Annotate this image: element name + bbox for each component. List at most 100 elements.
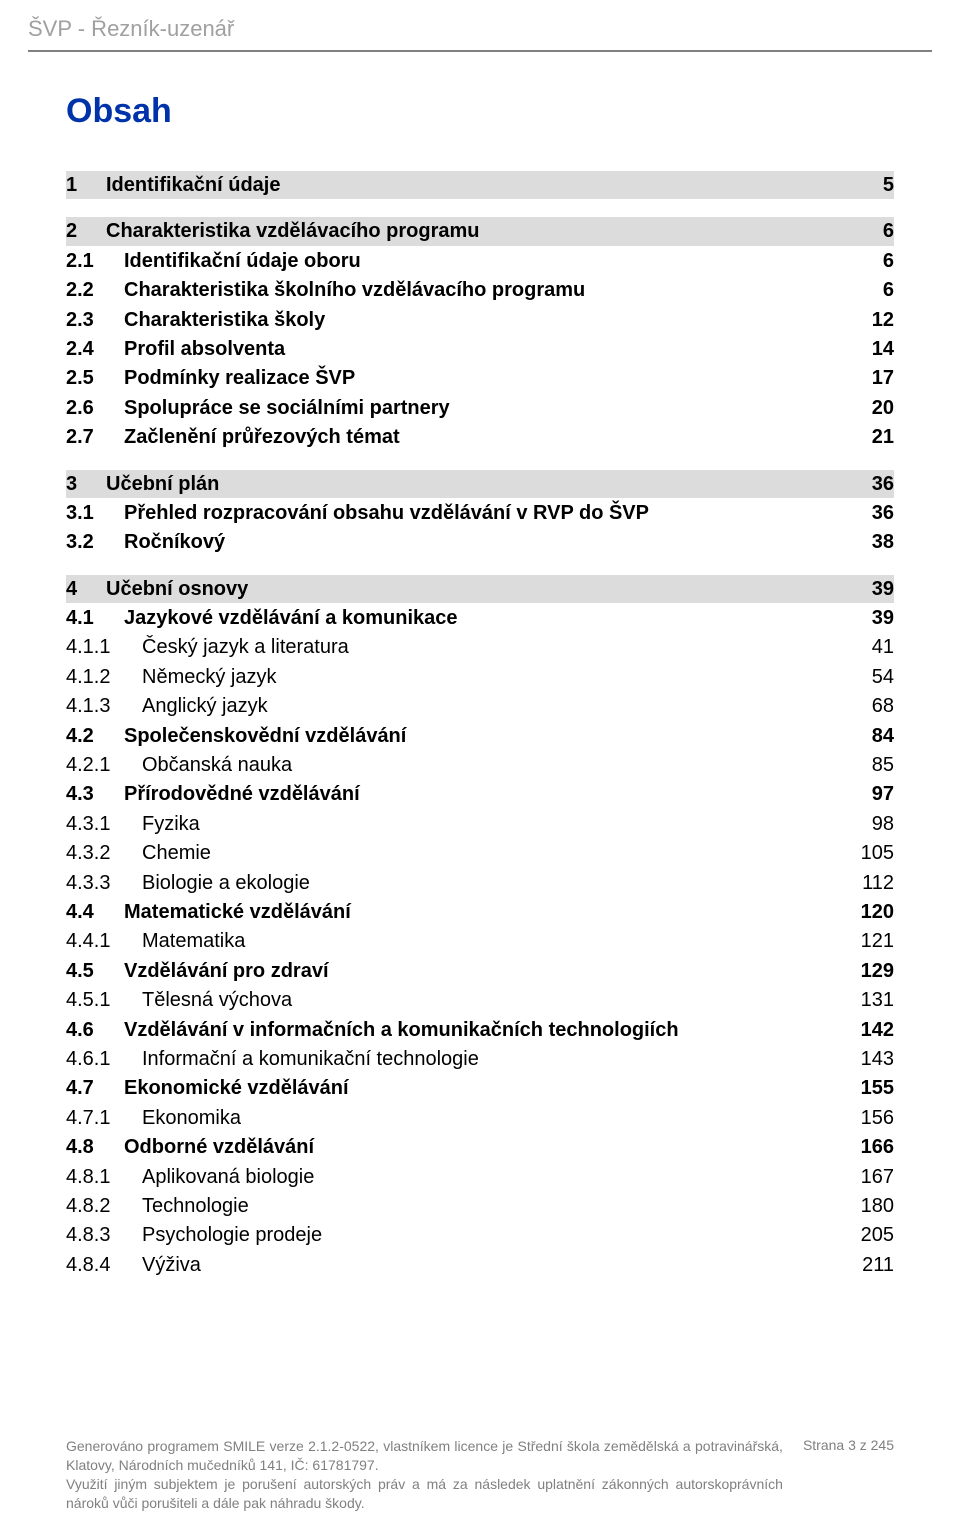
toc-page: 36: [864, 470, 894, 498]
toc-label: Ekonomické vzdělávání: [124, 1074, 853, 1102]
toc-row: 4.6.1Informační a komunikační technologi…: [66, 1045, 894, 1073]
toc-row: 2.5Podmínky realizace ŠVP17: [66, 364, 894, 392]
toc-label: Fyzika: [142, 810, 864, 838]
toc-label: Výživa: [142, 1251, 854, 1279]
toc-number: 2.4: [66, 335, 124, 363]
toc-number: 1: [66, 171, 106, 199]
toc-label: Přírodovědné vzdělávání: [124, 780, 864, 808]
toc-page: 41: [864, 633, 894, 661]
toc-number: 4.1.2: [66, 663, 142, 691]
toc-label: Charakteristika školního vzdělávacího pr…: [124, 276, 875, 304]
toc-label: Spolupráce se sociálními partnery: [124, 394, 864, 422]
toc-page: 54: [864, 663, 894, 691]
toc-page: 98: [864, 810, 894, 838]
toc-row: 4.3.3Biologie a ekologie112: [66, 869, 894, 897]
toc-label: Charakteristika školy: [124, 306, 864, 334]
toc-label: Psychologie prodeje: [142, 1221, 853, 1249]
toc-number: 2.1: [66, 247, 124, 275]
toc-number: 4.3.3: [66, 869, 142, 897]
table-of-contents: 1Identifikační údaje5 2Charakteristika vz…: [0, 171, 960, 1279]
toc-label: Profil absolventa: [124, 335, 864, 363]
toc-label: Občanská nauka: [142, 751, 864, 779]
toc-number: 4.5.1: [66, 986, 142, 1014]
toc-number: 4.2: [66, 722, 124, 750]
toc-page: 120: [853, 898, 894, 926]
toc-number: 4.8.4: [66, 1251, 142, 1279]
toc-row: 4.7Ekonomické vzdělávání155: [66, 1074, 894, 1102]
toc-row: 4.3Přírodovědné vzdělávání97: [66, 780, 894, 808]
toc-page: 84: [864, 722, 894, 750]
toc-page: 129: [853, 957, 894, 985]
toc-number: 4.4.1: [66, 927, 142, 955]
toc-row: 4.8.3Psychologie prodeje205: [66, 1221, 894, 1249]
toc-page: 180: [853, 1192, 894, 1220]
toc-label: Identifikační údaje oboru: [124, 247, 875, 275]
toc-page: 17: [864, 364, 894, 392]
toc-number: 2.5: [66, 364, 124, 392]
toc-number: 4.7: [66, 1074, 124, 1102]
toc-number: 2.7: [66, 423, 124, 451]
toc-row: 4.4Matematické vzdělávání120: [66, 898, 894, 926]
toc-label: Matematika: [142, 927, 853, 955]
footer-text: Generováno programem SMILE verze 2.1.2-0…: [66, 1437, 783, 1513]
toc-row: 4.6Vzdělávání v informačních a komunikač…: [66, 1016, 894, 1044]
toc-label: Aplikovaná biologie: [142, 1163, 853, 1191]
toc-number: 3: [66, 470, 106, 498]
toc-number: 4.2.1: [66, 751, 142, 779]
toc-number: 4.3: [66, 780, 124, 808]
toc-page: 6: [875, 247, 894, 275]
toc-label: Český jazyk a literatura: [142, 633, 864, 661]
toc-number: 2.2: [66, 276, 124, 304]
toc-number: 4.1: [66, 604, 124, 632]
toc-label: Identifikační údaje: [106, 171, 875, 199]
header-rule: [28, 50, 932, 52]
toc-number: 4.1.1: [66, 633, 142, 661]
toc-label: Charakteristika vzdělávacího programu: [106, 217, 875, 245]
toc-row: 2.6Spolupráce se sociálními partnery20: [66, 394, 894, 422]
toc-row: 4Učební osnovy39: [66, 575, 894, 603]
toc-label: Německý jazyk: [142, 663, 864, 691]
toc-label: Vzdělávání v informačních a komunikačníc…: [124, 1016, 853, 1044]
toc-page: 6: [875, 276, 894, 304]
toc-number: 4.8: [66, 1133, 124, 1161]
toc-row: 2Charakteristika vzdělávacího programu6: [66, 217, 894, 245]
toc-number: 4.5: [66, 957, 124, 985]
toc-page: 39: [864, 604, 894, 632]
toc-row: 4.8.1Aplikovaná biologie167: [66, 1163, 894, 1191]
toc-label: Společenskovědní vzdělávání: [124, 722, 864, 750]
toc-number: 4.6: [66, 1016, 124, 1044]
toc-page: 97: [864, 780, 894, 808]
toc-number: 4.7.1: [66, 1104, 142, 1132]
toc-number: 4.4: [66, 898, 124, 926]
toc-row: 4.8.2Technologie180: [66, 1192, 894, 1220]
toc-label: Ekonomika: [142, 1104, 853, 1132]
toc-number: 4.1.3: [66, 692, 142, 720]
toc-page: 166: [853, 1133, 894, 1161]
toc-label: Podmínky realizace ŠVP: [124, 364, 864, 392]
toc-page: 20: [864, 394, 894, 422]
footer-page-number: Strana 3 z 245: [783, 1437, 894, 1513]
toc-label: Technologie: [142, 1192, 853, 1220]
toc-page: 85: [864, 751, 894, 779]
toc-row: 3.1Přehled rozpracování obsahu vzděláván…: [66, 499, 894, 527]
footer: Generováno programem SMILE verze 2.1.2-0…: [66, 1437, 894, 1513]
toc-page: 156: [853, 1104, 894, 1132]
toc-number: 4.3.1: [66, 810, 142, 838]
footer-line2: Využití jiným subjektem je porušení auto…: [66, 1476, 783, 1511]
toc-page: 131: [853, 986, 894, 1014]
toc-row: 4.8Odborné vzdělávání166: [66, 1133, 894, 1161]
toc-label: Začlenění průřezových témat: [124, 423, 864, 451]
toc-number: 4: [66, 575, 106, 603]
toc-page: 12: [864, 306, 894, 334]
toc-row: 3.2Ročníkový38: [66, 528, 894, 556]
toc-number: 4.8.2: [66, 1192, 142, 1220]
toc-row: 1Identifikační údaje5: [66, 171, 894, 199]
toc-label: Chemie: [142, 839, 853, 867]
toc-row: 4.5.1Tělesná výchova131: [66, 986, 894, 1014]
toc-number: 2: [66, 217, 106, 245]
toc-number: 4.8.1: [66, 1163, 142, 1191]
toc-page: 5: [875, 171, 894, 199]
toc-page: 14: [864, 335, 894, 363]
toc-page: 38: [864, 528, 894, 556]
toc-page: 36: [864, 499, 894, 527]
